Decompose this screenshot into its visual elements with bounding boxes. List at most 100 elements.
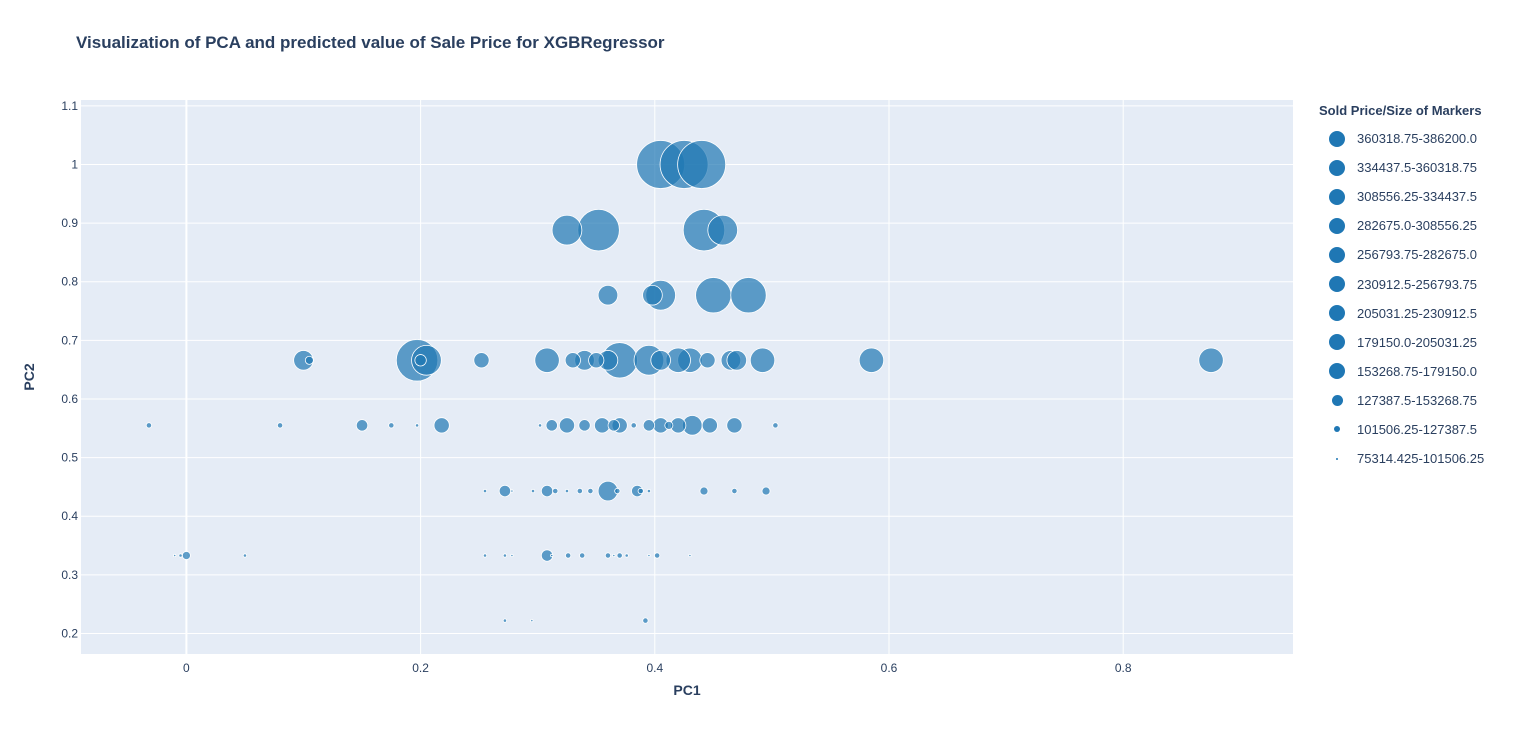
legend-label: 101506.25-127387.5 bbox=[1357, 421, 1478, 437]
legend-item[interactable]: 179150.0-205031.25 bbox=[1312, 328, 1512, 357]
data-point[interactable] bbox=[433, 417, 450, 434]
data-point[interactable] bbox=[552, 487, 559, 495]
data-point[interactable] bbox=[482, 488, 488, 494]
data-point[interactable] bbox=[388, 422, 395, 429]
data-point[interactable] bbox=[537, 423, 543, 428]
data-point[interactable] bbox=[565, 552, 572, 559]
data-point[interactable] bbox=[1198, 347, 1224, 373]
data-point[interactable] bbox=[650, 350, 671, 371]
legend-item[interactable]: 308556.25-334437.5 bbox=[1312, 182, 1512, 211]
data-point[interactable] bbox=[510, 553, 514, 558]
data-point[interactable] bbox=[181, 551, 191, 560]
legend-item[interactable]: 230912.5-256793.75 bbox=[1312, 269, 1512, 298]
data-point[interactable] bbox=[482, 553, 488, 558]
series-group bbox=[293, 284, 748, 502]
data-point[interactable] bbox=[534, 347, 560, 373]
data-point[interactable] bbox=[688, 553, 692, 558]
data-point[interactable] bbox=[677, 140, 727, 189]
data-point[interactable] bbox=[761, 486, 771, 496]
data-point[interactable] bbox=[664, 420, 674, 430]
legend-item[interactable]: 127387.5-153268.75 bbox=[1312, 386, 1512, 415]
data-point[interactable] bbox=[699, 352, 716, 369]
data-point[interactable] bbox=[510, 489, 514, 493]
data-point[interactable] bbox=[276, 422, 284, 429]
x-axis-title: PC1 bbox=[673, 682, 700, 698]
legend-item[interactable]: 282675.0-308556.25 bbox=[1312, 211, 1512, 240]
data-point[interactable] bbox=[858, 347, 885, 373]
data-point[interactable] bbox=[594, 417, 611, 434]
data-point[interactable] bbox=[414, 423, 420, 428]
data-point[interactable] bbox=[616, 552, 623, 559]
data-point[interactable] bbox=[414, 354, 427, 367]
data-point[interactable] bbox=[731, 487, 738, 495]
data-point[interactable] bbox=[612, 553, 616, 558]
data-point[interactable] bbox=[695, 277, 732, 314]
data-point[interactable] bbox=[242, 553, 248, 558]
data-point[interactable] bbox=[551, 214, 583, 246]
legend-label: 360318.75-386200.0 bbox=[1357, 131, 1478, 147]
legend-item[interactable]: 205031.25-230912.5 bbox=[1312, 299, 1512, 328]
data-point[interactable] bbox=[173, 553, 177, 558]
data-point[interactable] bbox=[707, 214, 739, 246]
data-point[interactable] bbox=[178, 553, 183, 558]
data-point[interactable] bbox=[545, 419, 558, 432]
data-point[interactable] bbox=[558, 417, 576, 434]
legend-marker-icon bbox=[1312, 158, 1362, 178]
data-point[interactable] bbox=[647, 553, 651, 558]
data-point[interactable] bbox=[579, 552, 586, 559]
data-point[interactable] bbox=[597, 284, 619, 306]
plot-area[interactable] bbox=[81, 100, 1293, 654]
data-point[interactable] bbox=[607, 419, 620, 432]
y-tick-label: 0.7 bbox=[61, 333, 78, 347]
data-point[interactable] bbox=[646, 488, 652, 494]
data-point[interactable] bbox=[540, 484, 554, 498]
data-point[interactable] bbox=[145, 422, 153, 429]
data-point[interactable] bbox=[637, 487, 644, 495]
legend-label: 282675.0-308556.25 bbox=[1357, 218, 1478, 234]
data-point[interactable] bbox=[550, 553, 554, 558]
data-point[interactable] bbox=[502, 618, 507, 623]
data-point[interactable] bbox=[654, 552, 661, 559]
data-point[interactable] bbox=[473, 352, 490, 369]
data-point[interactable] bbox=[730, 277, 767, 314]
data-point[interactable] bbox=[564, 488, 570, 494]
data-point[interactable] bbox=[642, 617, 649, 624]
data-point[interactable] bbox=[749, 347, 776, 373]
legend-marker-icon bbox=[1312, 274, 1362, 294]
data-point[interactable] bbox=[502, 553, 507, 558]
data-point[interactable] bbox=[726, 417, 743, 434]
data-point[interactable] bbox=[587, 487, 594, 495]
data-point[interactable] bbox=[642, 419, 656, 432]
legend-item[interactable]: 256793.75-282675.0 bbox=[1312, 240, 1512, 269]
data-point[interactable] bbox=[630, 422, 637, 429]
data-point[interactable] bbox=[564, 352, 581, 369]
data-point[interactable] bbox=[726, 350, 748, 371]
data-point[interactable] bbox=[304, 355, 314, 365]
data-point[interactable] bbox=[701, 417, 718, 434]
data-point[interactable] bbox=[498, 484, 512, 498]
data-point[interactable] bbox=[530, 488, 536, 494]
data-point[interactable] bbox=[588, 352, 605, 369]
data-point[interactable] bbox=[604, 552, 612, 559]
markers[interactable] bbox=[145, 140, 1224, 624]
data-point[interactable] bbox=[576, 487, 583, 495]
data-point[interactable] bbox=[355, 419, 369, 432]
data-point[interactable] bbox=[578, 419, 591, 432]
data-point[interactable] bbox=[642, 284, 663, 306]
data-point[interactable] bbox=[577, 208, 620, 252]
data-point[interactable] bbox=[530, 618, 534, 623]
series-group bbox=[145, 422, 779, 624]
data-point[interactable] bbox=[624, 553, 629, 558]
data-point[interactable] bbox=[772, 422, 779, 429]
legend-item[interactable]: 153268.75-179150.0 bbox=[1312, 357, 1512, 386]
data-point[interactable] bbox=[614, 487, 621, 495]
legend-marker-icon bbox=[1312, 332, 1362, 352]
data-point[interactable] bbox=[699, 486, 709, 496]
x-tick-label: 0.8 bbox=[1115, 661, 1132, 675]
legend-item[interactable]: 101506.25-127387.5 bbox=[1312, 415, 1512, 444]
legend-item[interactable]: 360318.75-386200.0 bbox=[1312, 124, 1512, 153]
legend-item[interactable]: 334437.5-360318.75 bbox=[1312, 153, 1512, 182]
legend-marker-icon bbox=[1312, 216, 1362, 236]
legend-item[interactable]: 75314.425-101506.25 bbox=[1312, 444, 1512, 473]
